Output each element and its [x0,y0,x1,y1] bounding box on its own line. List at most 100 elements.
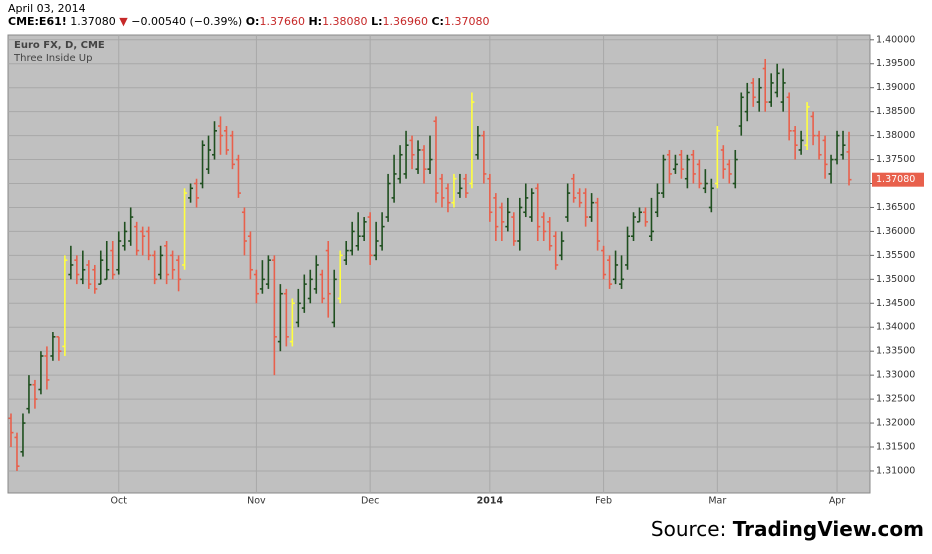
source: Source: TradingView.com [651,517,924,541]
ohlc-bar [337,250,343,304]
down-arrow: ▼ [119,15,128,28]
ohlc-bar [68,245,74,280]
ohlc-bar [804,102,810,150]
ohlc-bar [265,255,271,289]
y-tick-label: 1.36500 [876,202,915,213]
ohlc-bar [780,68,786,112]
ohlc-bar [475,126,481,160]
field-label: C: [431,15,443,28]
x-tick-label: Apr [829,496,846,507]
x-tick-label: 2014 [477,496,504,507]
y-tick-label: 1.38000 [876,130,915,141]
ohlc-bar [487,173,493,222]
ohlc-bar [690,149,696,184]
ohlc-bar [660,154,666,198]
ohlc-bar [44,346,50,390]
x-tick-label: Mar [708,496,726,507]
ohlc-bar [134,221,140,256]
field-value: 1.37080 [444,15,490,28]
ohlc-bar [188,183,194,203]
ohlc-bar [164,241,170,285]
ohlc-bar [744,82,750,122]
ohlc-bar [116,231,122,275]
ohlc-bar [140,226,146,256]
ohlc-bar [619,255,625,289]
ohlc-bar [397,145,403,184]
ohlc-bar [385,173,391,222]
field-value: 1.36960 [382,15,428,28]
y-tick-label: 1.32000 [876,418,915,429]
ohlc-bar [768,73,774,107]
ohlc-bar [38,351,44,395]
y-tick-label: 1.33000 [876,370,915,381]
ohlc-bar [828,154,834,184]
ohlc-bar [26,375,32,414]
source-name: TradingView.com [733,517,924,541]
field-label: H: [308,15,322,28]
ohlc-bar [702,169,708,194]
ohlc-bar [98,250,104,285]
ohlc-bar [86,260,92,289]
y-tick-label: 1.35500 [876,250,915,261]
ohlc-bar [553,231,559,270]
ohlc-bar [122,221,128,251]
ohlc-bar [631,212,637,242]
source-prefix: Source: [651,517,726,541]
last: 1.37080 [70,15,116,28]
ohlc-bar [463,173,469,198]
field-value: 1.38080 [322,15,368,28]
ohlc-bar [62,255,68,356]
y-tick-label: 1.40000 [876,34,915,45]
ohlc-bar [158,245,164,280]
ohlc-bar [822,135,828,179]
ohlc-bar [403,130,409,179]
ohlc-bar [595,197,601,251]
y-tick-label: 1.39000 [876,82,915,93]
y-tick-label: 1.38500 [876,106,915,117]
ohlc-bar [56,336,62,361]
ohlc-bar [523,183,529,218]
ohlc-bar [571,173,577,203]
ohlc-bar [241,207,247,256]
ohlc-bar [535,183,541,242]
y-tick-label: 1.31000 [876,465,915,476]
ohlc-bar [152,250,158,285]
last-price-box [872,172,924,187]
ohlc-bar [194,178,200,208]
ohlc-bar [74,255,80,285]
ohlc-bar [379,212,385,251]
ohlc-bar [678,149,684,179]
last-price-label: 1.37080 [876,174,915,185]
ohlc-bar [499,202,505,242]
x-tick-label: Oct [111,496,128,507]
ohlc-bar [762,58,768,112]
ohlc-bar [217,116,223,155]
ohlc-bar [373,221,379,261]
ohlc-bar [684,154,690,189]
ohlc-bar [738,92,744,136]
x-tick-label: Dec [361,496,379,507]
ohlc-bar [637,207,643,223]
ohlc-bar [816,130,822,160]
ohlc-bar [355,212,361,251]
ohlc-bar [708,178,714,213]
x-tick-label: Nov [247,496,266,507]
ohlc-bar [439,173,445,208]
ohlc-bar [786,92,792,141]
y-tick-label: 1.31500 [876,442,915,453]
ohlc-bar [732,149,738,189]
ohlc-bar [481,130,487,184]
x-tick-label: Feb [595,496,612,507]
ohlc-bar [625,226,631,270]
ohlc-bar [229,130,235,170]
ohlc-bar [505,197,511,232]
chart-title: Euro FX, D, CME [14,40,105,51]
change: −0.00540 (−0.39%) [131,15,242,28]
ohlc-bar [212,121,218,160]
ohlc-bar [421,145,427,184]
ohlc-bar [714,126,720,189]
ohlc-bar [176,255,182,292]
y-tick-label: 1.37500 [876,154,915,165]
ohlc-bar [756,78,762,112]
